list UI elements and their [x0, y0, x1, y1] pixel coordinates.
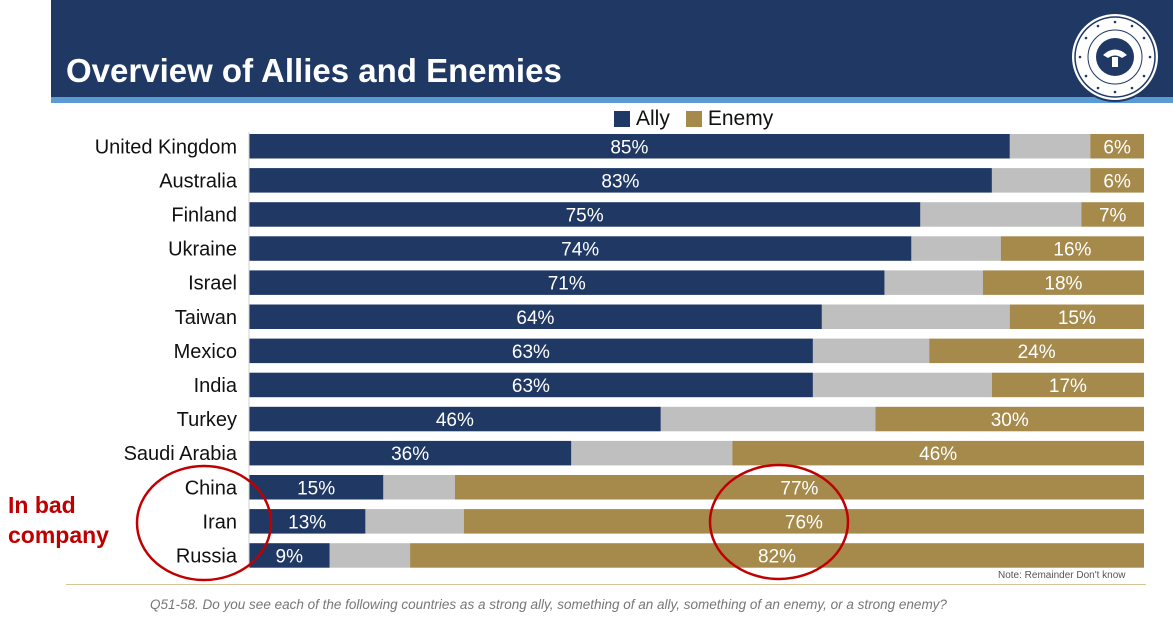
bar-enemy-taiwan	[1009, 304, 1144, 329]
data-label-ally-russia: 9%	[276, 546, 304, 567]
survey-question: Q51-58. Do you see each of the following…	[150, 597, 947, 612]
legend-item-enemy: Enemy	[685, 107, 774, 131]
data-label-ally-mexico: 63%	[512, 342, 550, 363]
legend-label-ally: Ally	[636, 107, 670, 130]
bar-ally-israel	[249, 270, 885, 295]
bar-remainder-taiwan	[821, 304, 1010, 329]
bar-remainder-australia	[991, 168, 1091, 193]
bar-remainder-iran	[365, 509, 464, 534]
category-label-israel: Israel	[188, 273, 237, 295]
data-label-ally-saudi-arabia: 36%	[391, 444, 429, 465]
header-bar	[51, 0, 1173, 97]
bar-ally-mexico	[249, 338, 813, 364]
chart-legend: Ally Enemy	[614, 107, 789, 131]
category-label-mexico: Mexico	[174, 341, 237, 363]
category-label-turkey: Turkey	[177, 409, 237, 431]
footer-divider	[66, 584, 1146, 585]
bar-ally-china	[249, 475, 384, 500]
data-label-enemy-mexico: 24%	[1018, 342, 1056, 363]
data-label-enemy-taiwan: 15%	[1058, 308, 1096, 329]
callout-line-2: company	[8, 522, 109, 548]
callout-line-1: In bad	[8, 492, 76, 518]
highlight-ellipse-countries	[135, 464, 273, 582]
bar-enemy-russia	[410, 543, 1145, 568]
data-label-ally-taiwan: 64%	[516, 308, 554, 329]
bar-ally-iran	[249, 509, 366, 534]
bar-ally-russia	[249, 543, 330, 568]
data-label-enemy-australia: 6%	[1103, 171, 1131, 192]
category-label-china: China	[185, 477, 238, 499]
data-label-enemy-israel: 18%	[1044, 274, 1082, 295]
data-label-enemy-united-kingdom: 6%	[1103, 137, 1131, 158]
reagan-foundation-seal-logo	[1070, 12, 1160, 102]
category-label-iran: Iran	[203, 511, 237, 533]
legend-item-ally: Ally	[614, 107, 670, 131]
bar-enemy-israel	[982, 270, 1144, 295]
bar-ally-india	[249, 372, 813, 398]
data-label-enemy-china: 77%	[780, 478, 818, 499]
data-label-enemy-turkey: 30%	[991, 410, 1029, 431]
data-label-ally-ukraine: 74%	[561, 240, 599, 261]
bar-remainder-united-kingdom	[1009, 134, 1091, 159]
bar-ally-ukraine	[249, 236, 912, 261]
legend-label-enemy: Enemy	[707, 107, 774, 130]
data-label-ally-china: 15%	[297, 478, 335, 499]
bar-remainder-russia	[329, 543, 411, 568]
bar-enemy-saudi-arabia	[732, 440, 1144, 466]
bar-enemy-turkey	[875, 406, 1144, 432]
bar-ally-australia	[249, 168, 992, 193]
data-label-enemy-russia: 82%	[758, 546, 796, 567]
bar-enemy-australia	[1090, 168, 1144, 193]
data-label-ally-india: 63%	[512, 376, 550, 397]
callout-text: In bad company	[8, 490, 138, 550]
category-label-united-kingdom: United Kingdom	[95, 136, 237, 158]
data-label-ally-turkey: 46%	[436, 410, 474, 431]
bar-enemy-india	[991, 372, 1144, 398]
category-label-saudi-arabia: Saudi Arabia	[124, 443, 238, 465]
bar-enemy-china	[454, 475, 1145, 500]
bar-enemy-ukraine	[1000, 236, 1144, 261]
category-label-finland: Finland	[171, 204, 237, 226]
data-label-ally-australia: 83%	[601, 171, 639, 192]
data-label-enemy-saudi-arabia: 46%	[919, 444, 957, 465]
category-label-taiwan: Taiwan	[175, 307, 237, 329]
bar-ally-taiwan	[249, 304, 822, 329]
remainder-note: Note: Remainder Don't know	[998, 570, 1126, 581]
data-label-ally-finland: 75%	[566, 205, 604, 226]
bar-enemy-finland	[1081, 202, 1144, 227]
category-label-india: India	[194, 375, 238, 397]
bar-enemy-united-kingdom	[1090, 134, 1144, 159]
header-accent-line	[51, 97, 1173, 103]
data-label-ally-israel: 71%	[548, 274, 586, 295]
bar-ally-finland	[249, 202, 921, 227]
page-title: Overview of Allies and Enemies	[66, 52, 562, 89]
bar-remainder-india	[812, 372, 992, 398]
bar-remainder-saudi-arabia	[571, 440, 733, 466]
category-label-ukraine: Ukraine	[168, 239, 237, 261]
bar-ally-turkey	[249, 406, 661, 432]
legend-swatch-ally	[614, 111, 630, 127]
data-label-enemy-ukraine: 16%	[1053, 240, 1091, 261]
bar-remainder-israel	[884, 270, 983, 295]
bar-remainder-ukraine	[911, 236, 1001, 261]
data-label-ally-iran: 13%	[288, 512, 326, 533]
data-label-enemy-iran: 76%	[785, 512, 823, 533]
category-label-australia: Australia	[159, 170, 238, 192]
bar-remainder-turkey	[660, 406, 876, 432]
bar-enemy-mexico	[929, 338, 1144, 364]
category-label-russia: Russia	[176, 545, 238, 567]
legend-swatch-enemy	[685, 111, 702, 127]
data-label-ally-united-kingdom: 85%	[610, 137, 648, 158]
highlight-ellipse-enemy-values	[708, 463, 850, 581]
bar-ally-united-kingdom	[249, 134, 1010, 159]
bar-remainder-mexico	[812, 338, 930, 364]
bar-enemy-iran	[463, 509, 1144, 534]
data-label-enemy-india: 17%	[1049, 376, 1087, 397]
data-label-enemy-finland: 7%	[1099, 205, 1127, 226]
bar-remainder-china	[383, 475, 455, 500]
bar-remainder-finland	[920, 202, 1082, 227]
bar-ally-saudi-arabia	[249, 440, 572, 466]
